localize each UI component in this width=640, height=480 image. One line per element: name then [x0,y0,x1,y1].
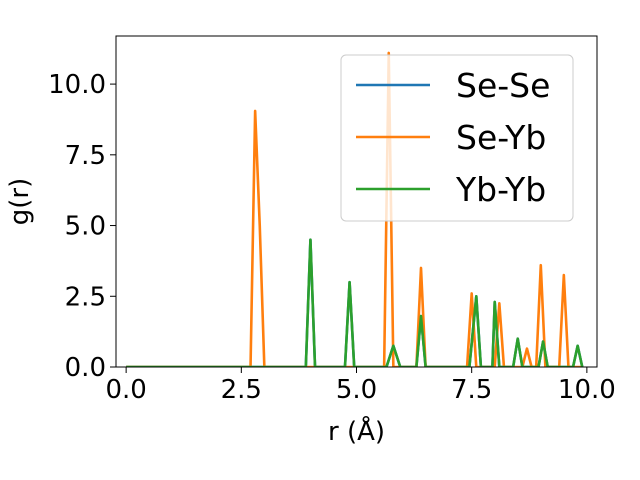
x-axis: 0.0 2.5 5.0 7.5 10.0 [105,367,616,405]
legend-label: Se-Yb [456,118,546,157]
x-tick-label: 0.0 [105,375,146,405]
x-tick-label: 5.0 [336,375,377,405]
series-line-se-yb [126,51,583,367]
y-axis-label: g(r) [5,178,35,225]
legend-box [340,54,574,222]
plot-lines [126,51,584,367]
y-tick-label: 2.5 [65,282,106,312]
legend-label: Se-Se [456,66,550,105]
y-axis: 0.0 2.5 5.0 7.5 10.0 [48,70,116,383]
x-tick-label: 7.5 [451,375,492,405]
legend: Se-Se Se-Yb Yb-Yb [340,54,574,222]
x-axis-label: r (Å) [328,415,385,447]
x-tick-label: 10.0 [558,375,616,405]
y-tick-label: 0.0 [65,353,106,383]
x-tick-label: 2.5 [221,375,262,405]
series-line-yb-yb [126,238,584,367]
legend-label: Yb-Yb [455,170,546,209]
y-tick-label: 7.5 [65,141,106,171]
y-tick-label: 10.0 [48,70,106,100]
y-tick-label: 5.0 [65,212,106,242]
